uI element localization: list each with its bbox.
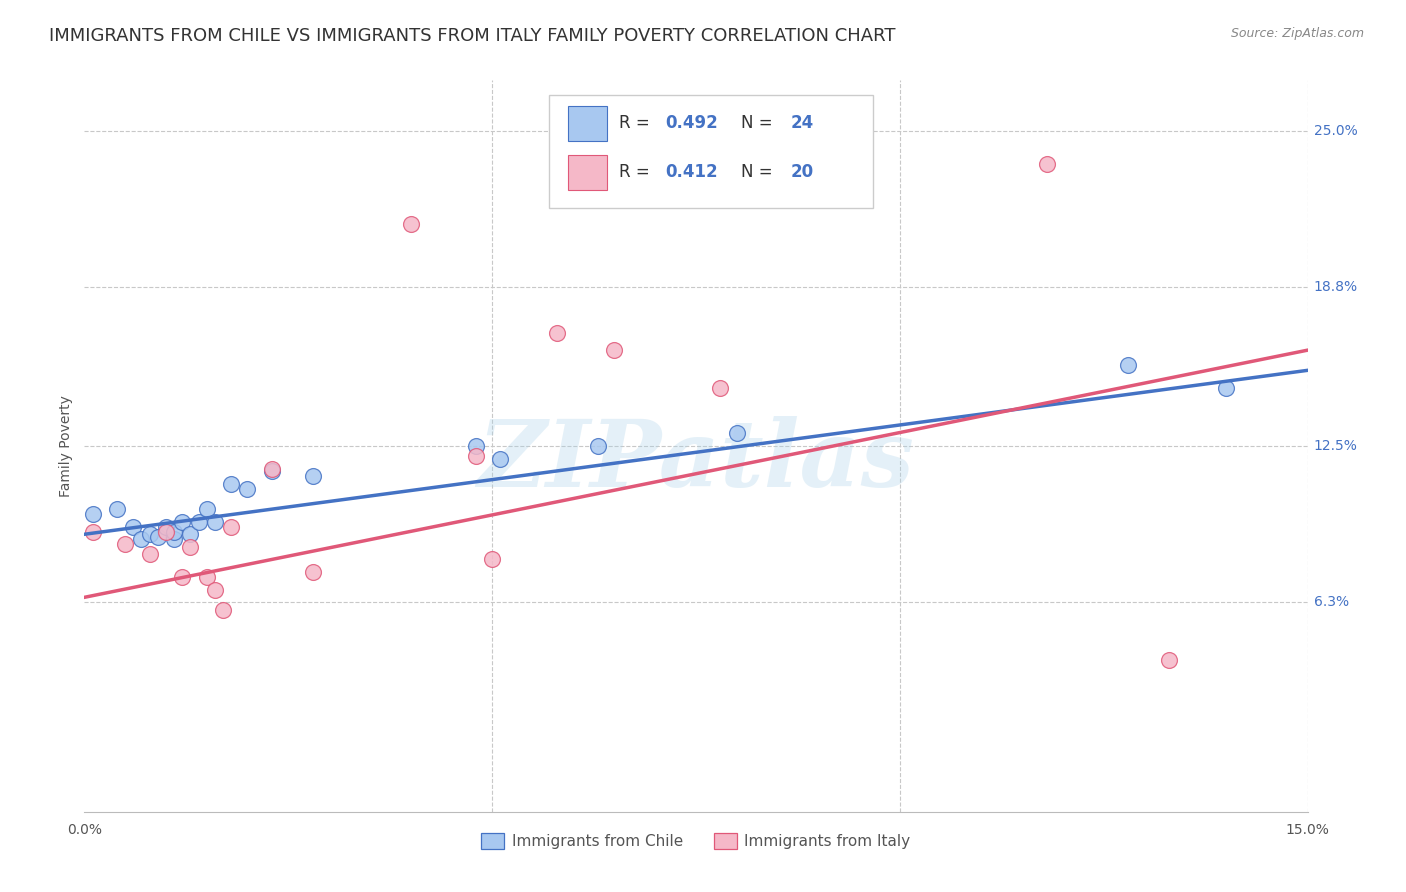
Point (1116, 359, 1139, 373)
Text: 24: 24 (790, 114, 814, 132)
Text: 6.3%: 6.3% (1313, 595, 1348, 609)
Point (138, 548, 160, 562)
Point (489, 451, 512, 466)
Point (82, 507, 104, 521)
Text: 0.412: 0.412 (665, 162, 718, 181)
Point (236, 482, 259, 496)
Point (82, 524, 104, 539)
Point (195, 570, 218, 584)
Point (195, 502, 218, 516)
Point (603, 343, 626, 358)
Point (204, 582, 226, 597)
Point (219, 519, 242, 533)
Text: IMMIGRANTS FROM CHILE VS IMMIGRANTS FROM ITALY FAMILY POVERTY CORRELATION CHART: IMMIGRANTS FROM CHILE VS IMMIGRANTS FROM… (49, 27, 896, 45)
Point (131, 533, 153, 547)
Text: N =: N = (741, 114, 778, 132)
Point (260, 461, 283, 475)
Point (464, 449, 486, 463)
Text: ZIPatlas: ZIPatlas (478, 416, 914, 506)
FancyBboxPatch shape (568, 155, 606, 190)
Point (204, 515, 226, 529)
Point (179, 540, 201, 554)
Point (105, 502, 128, 516)
Point (219, 476, 242, 491)
Point (709, 381, 731, 395)
Point (725, 426, 748, 441)
Text: 20: 20 (790, 162, 813, 181)
Point (481, 552, 503, 566)
Text: 25.0%: 25.0% (1313, 124, 1357, 137)
Point (155, 519, 177, 533)
Text: 0.492: 0.492 (665, 114, 718, 132)
Text: Source: ZipAtlas.com: Source: ZipAtlas.com (1230, 27, 1364, 40)
Text: N =: N = (741, 162, 778, 181)
Text: R =: R = (619, 162, 655, 181)
Point (1035, 156, 1057, 170)
Point (301, 565, 323, 579)
Point (155, 524, 177, 539)
Point (187, 515, 209, 529)
Legend: Immigrants from Chile, Immigrants from Italy: Immigrants from Chile, Immigrants from I… (475, 827, 917, 855)
Text: R =: R = (619, 114, 655, 132)
Point (172, 515, 194, 529)
Point (172, 570, 194, 584)
Text: 18.8%: 18.8% (1313, 280, 1358, 294)
Point (1215, 381, 1237, 395)
Text: 12.5%: 12.5% (1313, 439, 1358, 453)
FancyBboxPatch shape (568, 106, 606, 141)
Point (138, 527, 160, 541)
Point (464, 439, 486, 453)
Point (212, 603, 235, 617)
Point (260, 464, 283, 478)
Point (163, 524, 186, 539)
Point (1157, 653, 1180, 667)
Point (179, 527, 201, 541)
Point (399, 217, 422, 231)
Point (114, 537, 136, 551)
FancyBboxPatch shape (550, 95, 873, 209)
Point (301, 469, 323, 483)
Y-axis label: Family Poverty: Family Poverty (59, 395, 73, 497)
Point (163, 533, 186, 547)
Point (146, 530, 169, 544)
Point (122, 519, 145, 533)
Point (546, 326, 568, 340)
Point (586, 439, 609, 453)
